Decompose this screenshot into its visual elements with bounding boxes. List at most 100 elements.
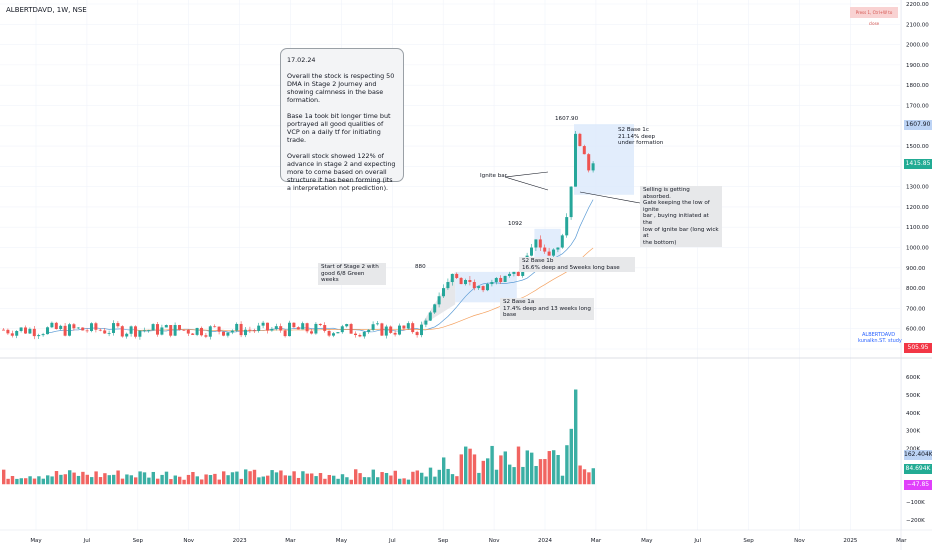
candle-body [354,333,357,336]
volume-bar [578,465,582,485]
volume-bar [90,477,94,485]
candle-body [301,323,305,330]
annotation-arrows [504,171,641,204]
price-tick-label: 900.00 [906,266,926,272]
candle-body [543,247,547,252]
close-hint-badge[interactable]: Press 1, Ctrl+W to close [850,7,898,26]
volume-bar [292,471,296,485]
volume-bar [63,474,67,485]
volume-bar [98,477,103,485]
volume-bar [103,473,107,485]
candle-body [37,335,41,337]
ignite-bar-label[interactable]: Ignite bar [480,173,507,179]
candle-body [481,286,485,291]
volume-bar [446,468,450,485]
candle-body [63,325,67,336]
time-tick-label: Nov [183,538,194,544]
volume-bar [24,478,28,485]
candle-body [371,324,375,330]
candle-body [266,322,269,331]
candle-body [195,327,199,335]
candle-body [10,333,14,336]
candle-body [578,133,582,147]
volume-tick-label: 200K [906,447,920,453]
candle-body [103,330,107,334]
volume-bar [68,470,72,485]
candle-body [252,330,256,332]
candle-body [125,333,129,337]
volume-bar [468,448,472,485]
volume-tick-label: 500K [906,393,920,399]
candle-body [455,273,459,278]
candle-body [323,325,327,331]
price-tick-label: 1900.00 [906,63,929,69]
base-1a-note[interactable]: S2 Base 1a 17.4% deep and 13 weeks long … [500,298,594,320]
candle-body [279,326,283,331]
legend-study: kunalkn.ST. study [858,338,902,344]
candle-body [138,330,142,337]
volume-bar [314,476,318,485]
candle-body [182,329,186,331]
volume-bar [15,478,19,485]
time-tick-label: Sep [133,538,144,544]
volume-bar [37,476,41,485]
candle-body [398,325,401,335]
candle-body [336,332,340,334]
candle-body [349,324,353,334]
candle-body [283,330,287,337]
candle-body [411,323,415,333]
candle-body [24,327,27,334]
volume-bar [173,475,177,485]
candle-body [318,323,322,326]
symbol-title[interactable]: ALBERTDAVD, 1W, NSE [6,6,87,14]
volume-bar [134,477,138,485]
candle-body [72,324,76,329]
candle-body [274,326,278,329]
candle-body [508,273,511,276]
candle-body [534,239,538,248]
time-tick-label: 2023 [233,538,247,544]
candle-body [217,326,221,332]
volume-bar [41,478,45,485]
volume-bar [362,477,367,485]
volume-bar [538,459,543,485]
candle-body [424,320,428,325]
candle-body [433,304,437,313]
volume-bar [270,470,274,485]
main-analysis-note[interactable]: 17.02.24 Overall the stock is respecting… [280,48,404,192]
volume-bar [406,479,411,485]
volume-bar [230,472,235,485]
volume-bar [217,479,221,485]
time-tick-label: Sep [438,538,449,544]
candle-body [345,324,349,327]
base-1b-note[interactable]: S2 Base 1b 16.6% deep and 5weeks long ba… [519,257,635,273]
selling-absorbed-note[interactable]: Selling is getting absorbed. Gate keepin… [640,186,722,248]
volume-bar [428,467,433,485]
volume-bar [486,458,490,485]
candle-body [503,275,507,283]
candle-body [178,325,181,330]
volume-bar [389,475,393,485]
candle-body [59,325,63,330]
base-1c-note[interactable]: S2 Base 1c 21.14% deep under formation [618,127,664,147]
volume-bar [46,475,50,485]
time-tick-label: Jul [83,538,91,544]
volume-bar [481,460,485,485]
volume-bar [310,473,314,485]
volume-bar [318,473,323,485]
volume-bar [288,475,292,485]
candle-body [94,323,98,330]
candle-body [200,327,203,336]
stage2-start-note[interactable]: Start of Stage 2 with good 6/8 Green wee… [318,263,386,285]
candle-body [494,277,498,283]
volume-bar [129,475,133,485]
candle-body [512,271,516,274]
volume-bar [59,474,63,485]
volume-bar [50,476,54,485]
candle-body [450,273,454,283]
candle-body [314,323,318,334]
candle-body [310,331,313,334]
volume-tick-label: 600K [906,375,920,381]
